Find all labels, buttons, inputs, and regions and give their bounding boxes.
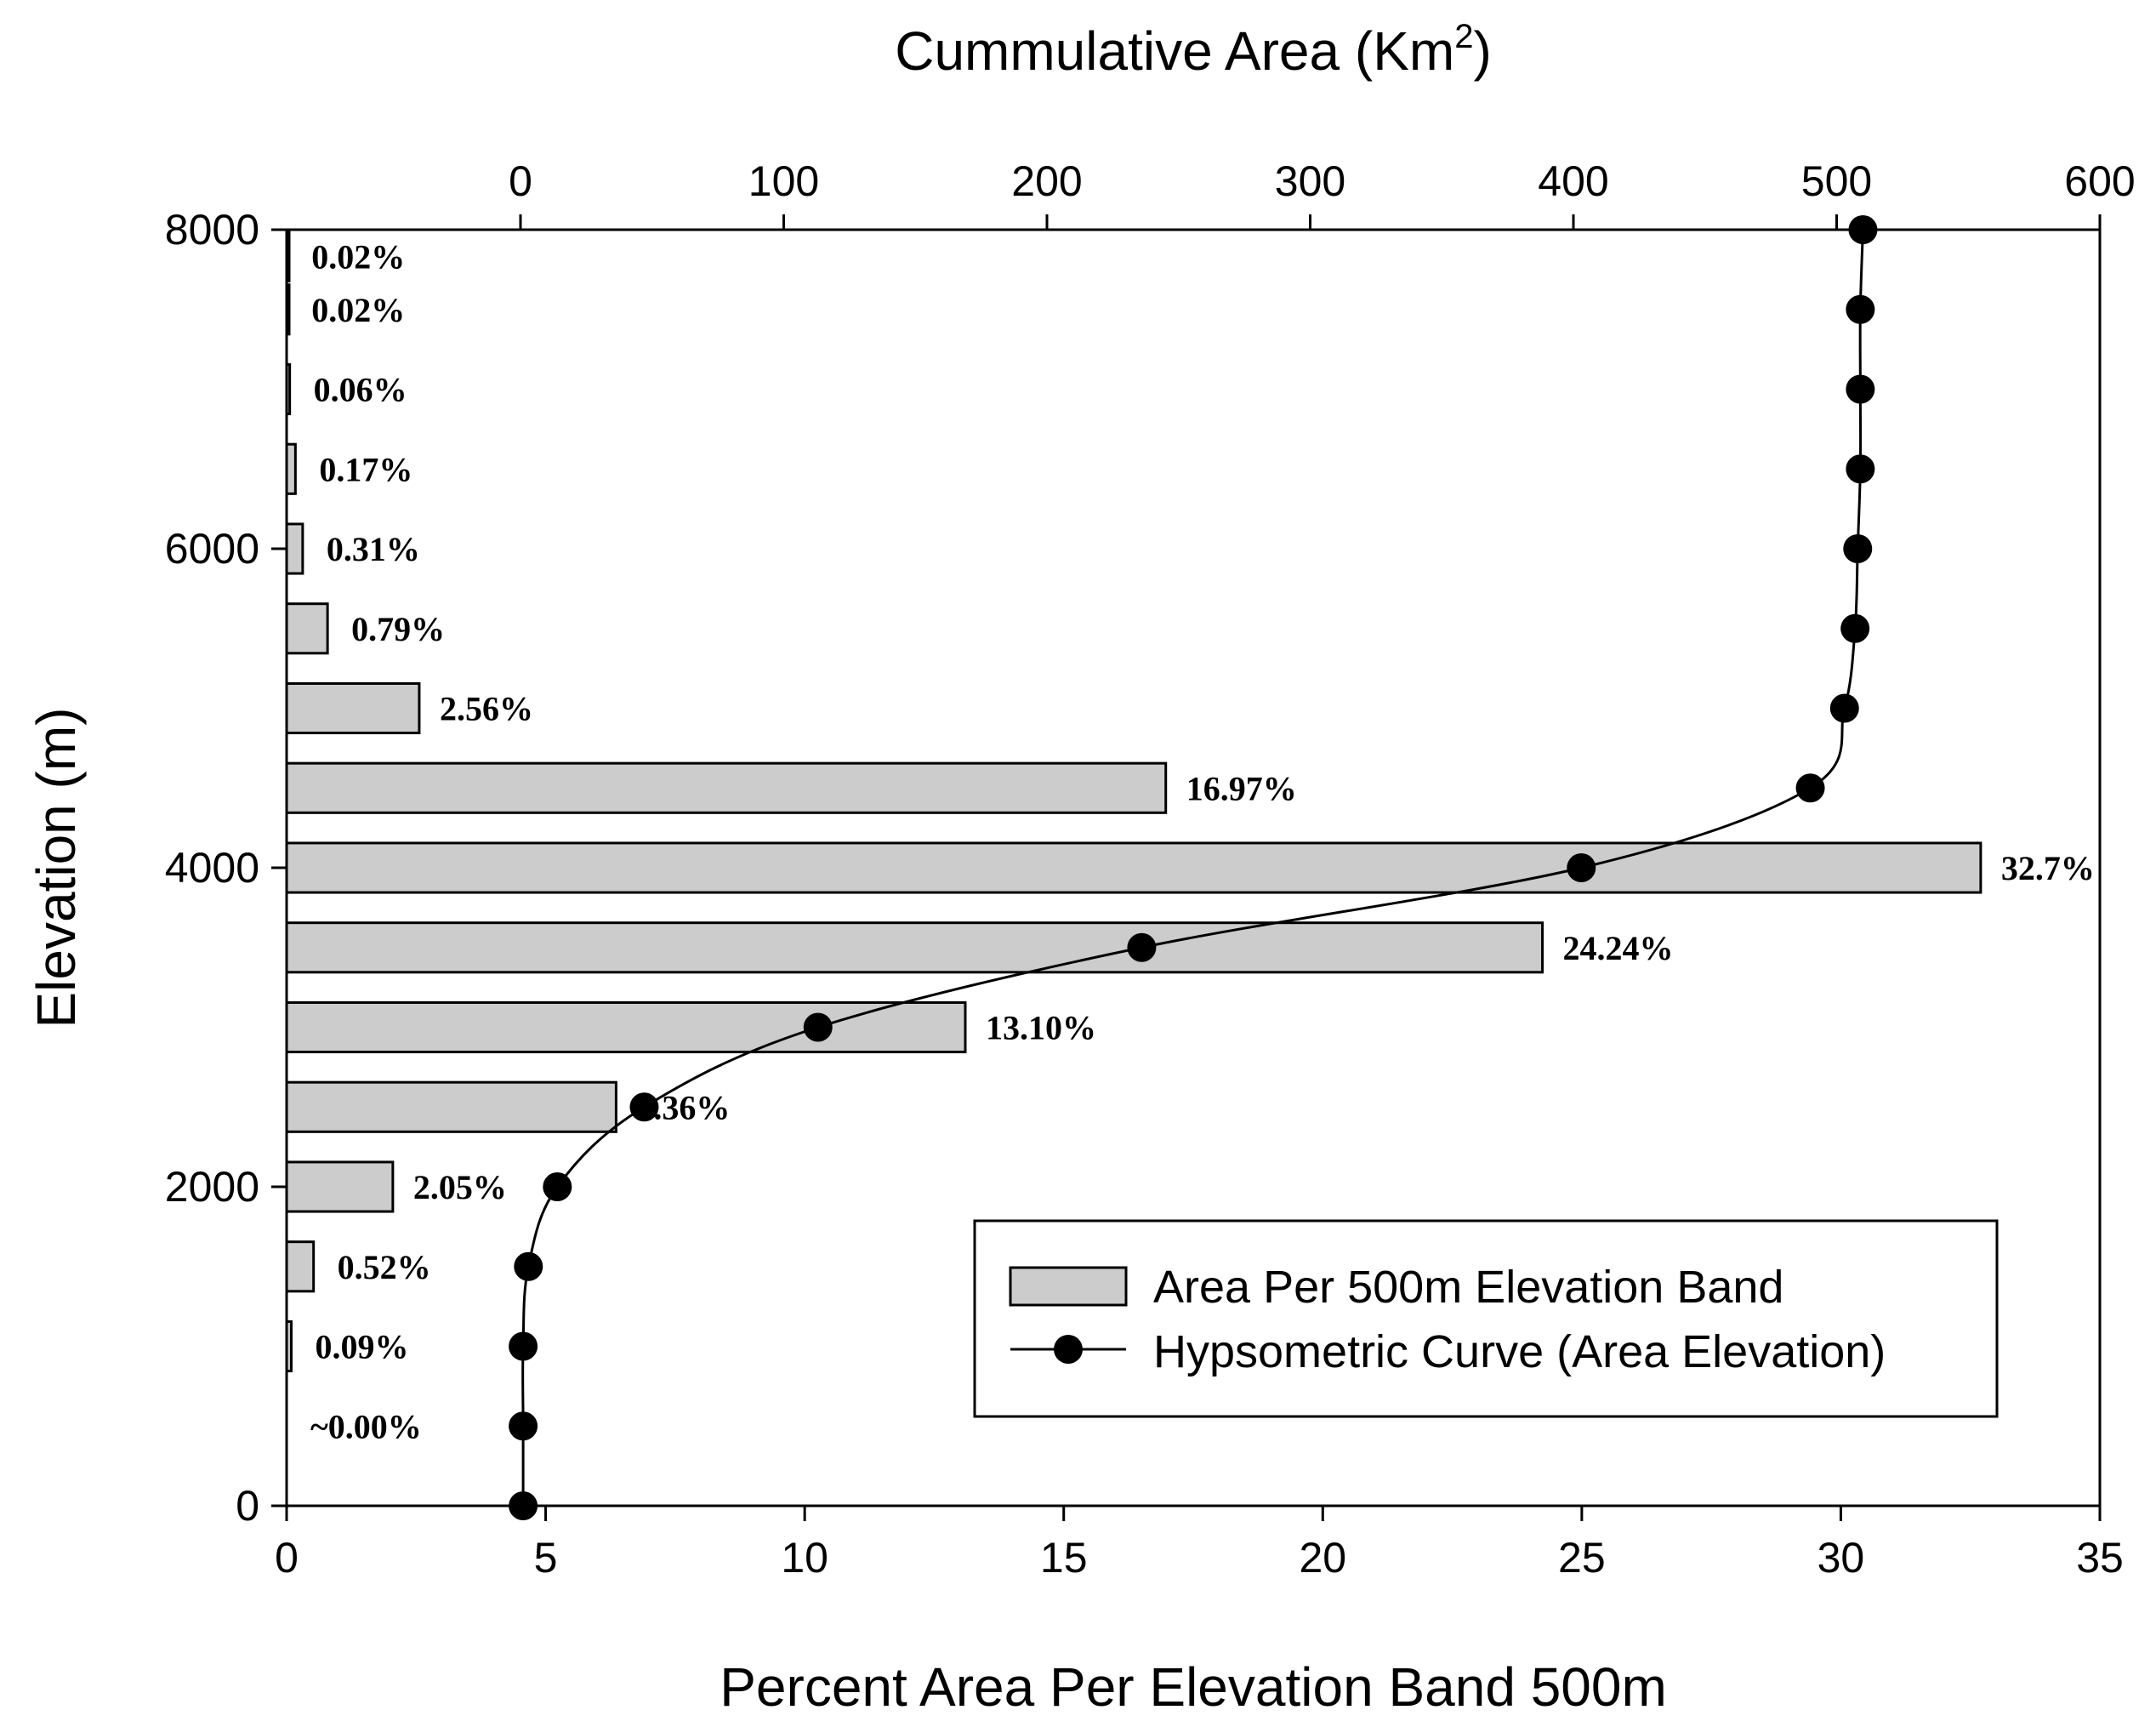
bar-data-label: 0.17% xyxy=(319,450,412,488)
hypsometric-point xyxy=(1848,215,1878,244)
bar-data-label: 0.02% xyxy=(311,237,405,276)
bar-data-label: 0.31% xyxy=(327,530,420,568)
bar-data-label: 6.36% xyxy=(636,1088,730,1126)
x-bottom-tick-label: 25 xyxy=(1558,1534,1606,1582)
bar xyxy=(285,602,329,655)
hypsometric-point xyxy=(509,1491,538,1520)
x-bottom-tick-label: 10 xyxy=(781,1534,828,1582)
x-bottom-tick-label: 30 xyxy=(1818,1534,1865,1582)
bar xyxy=(285,921,1544,974)
bar xyxy=(285,761,1168,814)
bar xyxy=(285,522,304,575)
legend-bar-swatch xyxy=(1009,1266,1128,1307)
data-labels-layer: ~0.00% 0.09% 0.52% 2.05% 6.36% 13.10% 24.24% 32… xyxy=(310,237,2095,1445)
legend-bar-label: Area Per 500m Elevation Band xyxy=(1153,1262,1783,1313)
bar-data-label: 0.02% xyxy=(311,291,405,329)
x-top-tick-label: 600 xyxy=(2064,157,2135,205)
x-bottom-tick-label: 5 xyxy=(534,1534,558,1582)
legend-curve-label: Hypsometric Curve (Area Elevation) xyxy=(1153,1326,1886,1377)
x-top-tick-label: 300 xyxy=(1275,157,1345,205)
hypsometric-point xyxy=(1846,294,1875,324)
bar xyxy=(285,1000,967,1054)
hypsometric-point xyxy=(509,1331,538,1361)
x-axis-bottom-title: Percent Area Per Elevation Band 500m xyxy=(720,1656,1667,1718)
x-axis-top-title-superscript: 2 xyxy=(1454,18,1473,55)
bar-data-label: ~0.00% xyxy=(310,1407,422,1445)
bar-data-label: 2.05% xyxy=(413,1168,507,1206)
legend: Area Per 500m Elevation Band Hypsometric… xyxy=(973,1219,1999,1418)
bar-data-label: 0.09% xyxy=(315,1328,408,1366)
hypsometric-point xyxy=(1843,534,1873,563)
hypsometric-point xyxy=(1829,693,1859,723)
bar xyxy=(285,1319,293,1373)
x-top-tick-label: 200 xyxy=(1011,157,1082,205)
legend-box xyxy=(973,1219,1999,1418)
x-bottom-tick-label: 35 xyxy=(2076,1534,2124,1582)
bars-layer xyxy=(285,230,1982,1373)
hypsometric-point xyxy=(1846,454,1875,484)
x-top-tick-label: 100 xyxy=(748,157,819,205)
x-axis-top-title-suffix: ) xyxy=(1473,20,1491,82)
x-axis-top-title: Cummulative Area (Km2) xyxy=(895,18,1492,82)
bar xyxy=(285,283,291,336)
hypsometric-point xyxy=(543,1172,572,1201)
hypsometric-point xyxy=(1846,374,1875,404)
bar-data-label: 32.7% xyxy=(2001,849,2095,887)
hypsometric-point xyxy=(509,1411,538,1441)
y-tick-label: 2000 xyxy=(165,1163,259,1211)
bar-data-label: 24.24% xyxy=(1563,929,1674,967)
x-top-tick-label: 0 xyxy=(509,157,532,205)
bar xyxy=(285,681,421,735)
y-tick-label: 4000 xyxy=(165,844,259,892)
y-tick-label: 0 xyxy=(236,1482,259,1530)
bar-data-label: 0.79% xyxy=(351,610,445,648)
bar-data-label: 16.97% xyxy=(1186,769,1297,807)
x-bottom-tick-label: 20 xyxy=(1299,1534,1346,1582)
hypsometric-point xyxy=(1127,932,1157,962)
hypsometric-point xyxy=(1567,853,1596,882)
legend-curve-marker xyxy=(1054,1335,1083,1364)
x-top-tick-label: 400 xyxy=(1538,157,1608,205)
hypsometric-point xyxy=(629,1092,659,1122)
bar xyxy=(285,841,1982,894)
ticks-layer: 0 2000 4000 6000 8000 0 5 10 15 20 25 30 35 0 100 200 30… xyxy=(165,157,2136,1582)
bar xyxy=(285,230,291,282)
y-tick-label: 6000 xyxy=(165,525,259,573)
bar-data-label: 0.06% xyxy=(314,371,407,409)
bar xyxy=(285,1160,395,1213)
x-bottom-tick-label: 0 xyxy=(275,1534,299,1582)
x-axis-top-title-prefix: Cummulative Area (Km xyxy=(895,20,1454,82)
bar-data-label: 13.10% xyxy=(986,1009,1096,1047)
bar-data-label: 0.52% xyxy=(338,1248,431,1286)
y-tick-label: 8000 xyxy=(165,206,259,254)
hypsometric-point xyxy=(1840,613,1870,643)
curve-layer xyxy=(509,215,1878,1520)
hypsometric-point xyxy=(803,1012,833,1042)
bar xyxy=(285,1080,617,1133)
x-bottom-tick-label: 15 xyxy=(1040,1534,1088,1582)
hypsometric-point xyxy=(514,1251,543,1281)
hypsometric-point xyxy=(1795,773,1825,803)
y-axis-title: Elevation (m) xyxy=(26,708,87,1029)
x-top-tick-label: 500 xyxy=(1801,157,1872,205)
bar-data-label: 2.56% xyxy=(440,690,533,728)
bar xyxy=(285,1240,316,1293)
bar xyxy=(285,362,292,416)
bar xyxy=(285,442,297,495)
